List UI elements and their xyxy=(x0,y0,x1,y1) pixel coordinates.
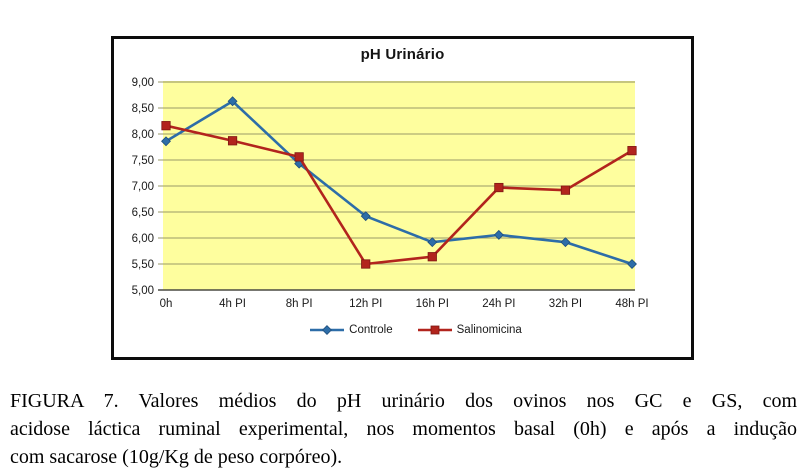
legend-item-controle: Controle xyxy=(309,324,393,336)
salinomicina-data-point xyxy=(560,185,571,195)
figure-caption: FIGURA 7. Valores médios do pH urinário … xyxy=(10,387,797,471)
y-tick-label: 6,50 xyxy=(132,207,154,219)
x-axis-label: 4h PI xyxy=(219,298,246,310)
y-tick-label: 7,50 xyxy=(132,155,154,167)
caption-line: acidose láctica ruminal experimental, no… xyxy=(10,418,797,440)
salinomicina-legend-marker xyxy=(430,325,440,335)
salinomicina-data-point xyxy=(427,252,437,262)
ph-line-chart: 9,00 8,50 8,00 7,50 7,00 6,50 6,00 5,50 5,00 0h 4h… xyxy=(132,77,649,310)
controle-data-point xyxy=(427,237,438,248)
y-tick-label: 5,50 xyxy=(132,259,154,271)
salinomicina-data-point xyxy=(161,121,171,131)
controle-line xyxy=(165,99,633,266)
x-axis-label: 32h PI xyxy=(549,298,582,310)
caption-line: FIGURA 7. Valores médios do pH urinário … xyxy=(10,390,797,412)
controle-data-point xyxy=(161,136,171,147)
salinomicina-data-point xyxy=(361,259,371,269)
salinomicina-data-point xyxy=(227,136,238,146)
y-tick-label: 6,00 xyxy=(132,233,154,245)
x-axis-label: 0h xyxy=(160,298,173,310)
y-tick-label: 5,00 xyxy=(132,285,154,297)
salinomicina-legend-sample xyxy=(417,325,452,335)
caption-line: com sacarose (10g/Kg de peso corpóreo). xyxy=(10,446,343,468)
x-axis-label: 16h PI xyxy=(416,298,449,310)
controle-data-point xyxy=(493,229,504,240)
chart-title: pH Urinário xyxy=(360,46,445,63)
salinomicina-data-point xyxy=(494,182,504,193)
salinomicina-data-point xyxy=(294,152,304,162)
x-axis-label: 12h PI xyxy=(349,298,382,310)
legend-label-salinomicina: Salinomicina xyxy=(456,324,522,336)
controle-legend-marker xyxy=(322,325,333,335)
y-tick-label: 8,00 xyxy=(132,129,154,141)
controle-legend-sample xyxy=(310,325,345,335)
salinomicina-data-point xyxy=(627,146,637,156)
chart-figure: pH Urinário 9,00 8,50 8,00 7,50 7,00 6,50 6,00… xyxy=(111,36,694,360)
controle-data-point xyxy=(627,259,637,269)
x-axis-label: 48h PI xyxy=(615,298,648,310)
controle-data-point xyxy=(560,237,571,248)
x-axis-label: 24h PI xyxy=(482,298,515,310)
legend-item-salinomicina: Salinomicina xyxy=(417,324,522,336)
x-axis-label: 8h PI xyxy=(286,298,313,310)
chart-legend: Controle Salinomicina xyxy=(140,324,691,336)
y-tick-label: 7,00 xyxy=(132,181,154,193)
salinomicina-line xyxy=(165,124,633,266)
controle-data-point xyxy=(360,211,371,222)
y-tick-label: 9,00 xyxy=(132,77,154,89)
legend-label-controle: Controle xyxy=(349,324,393,336)
controle-data-point xyxy=(227,96,238,107)
y-tick-label: 8,50 xyxy=(132,103,154,115)
